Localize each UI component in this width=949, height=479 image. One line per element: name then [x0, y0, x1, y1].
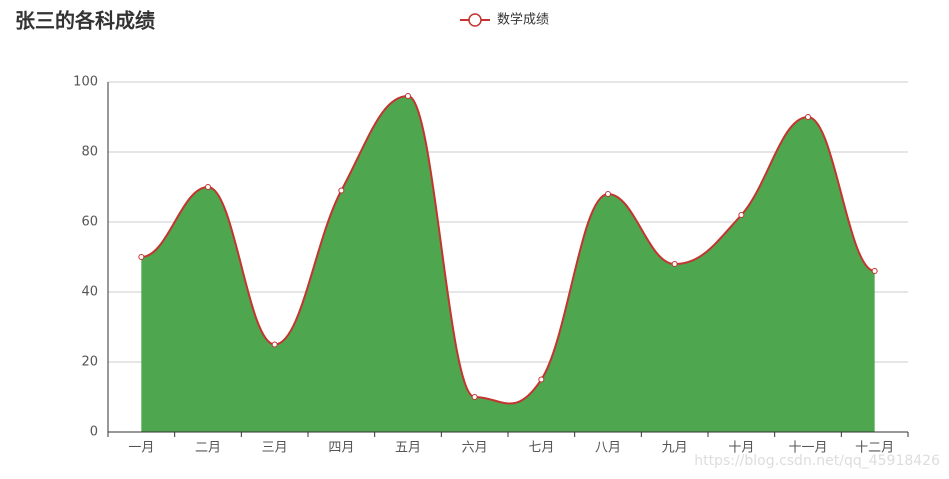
legend-label: 数学成绩: [497, 12, 549, 28]
point: [605, 191, 611, 197]
x-tick-label: 四月: [328, 441, 354, 456]
area: [141, 96, 875, 432]
x-tick-label: 三月: [262, 441, 288, 456]
point: [738, 212, 745, 218]
line: [141, 94, 875, 405]
x-tick-label: 十月: [728, 441, 754, 456]
point: [538, 376, 545, 383]
y-tick-label: 60: [81, 215, 98, 230]
point: [338, 187, 345, 194]
point: [805, 114, 811, 120]
point: [471, 394, 478, 400]
x-tick-label: 五月: [395, 441, 421, 456]
point: [271, 341, 278, 348]
point: [671, 261, 678, 267]
y-tick-label: 100: [73, 75, 98, 90]
y-tick-label: 80: [81, 145, 98, 160]
watermark: https://blog.csdn.net/qq_45918426: [694, 453, 940, 469]
x-tick-label: 二月: [195, 441, 221, 456]
legend-symbol: [468, 13, 482, 27]
point: [205, 184, 211, 190]
point: [138, 254, 145, 260]
x-tick-label: 九月: [662, 441, 688, 456]
plot: [108, 81, 908, 433]
y-tick-label: 20: [81, 355, 98, 370]
x-tick-label: 十一月: [788, 441, 827, 456]
x-tick-label: 十二月: [855, 441, 894, 456]
y-tick-label: 0: [90, 425, 98, 440]
point: [405, 93, 411, 99]
x-tick-label: 一月: [128, 441, 154, 456]
legend[interactable]: 数学成绩: [460, 12, 549, 28]
chart-title: 张三的各科成绩: [15, 9, 155, 33]
point: [871, 268, 878, 274]
x-tick-label: 八月: [595, 441, 621, 456]
y-tick-label: 40: [81, 285, 98, 300]
x-tick-label: 七月: [528, 441, 554, 456]
x-tick-label: 六月: [462, 441, 488, 456]
